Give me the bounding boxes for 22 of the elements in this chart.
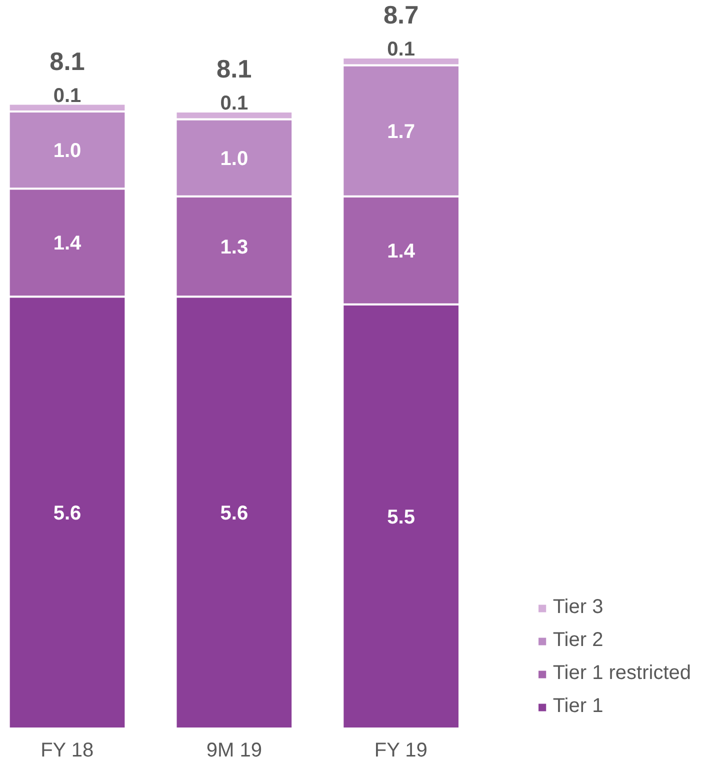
data-label: 1.4	[53, 232, 82, 255]
data-label: 5.6	[220, 502, 248, 525]
total-label: 8.7	[383, 2, 419, 30]
legend-label: Tier 1	[552, 695, 604, 718]
total-label: 8.1	[216, 56, 252, 84]
data-label: 1.0	[220, 148, 248, 170]
data-label: 1.7	[387, 120, 415, 143]
legend-label: Tier 1 restricted	[552, 662, 691, 685]
data-label: 0.1	[220, 92, 248, 115]
data-label: 1.0	[53, 140, 82, 162]
legend-label: Tier 3	[552, 596, 604, 619]
data-label: 0.1	[53, 84, 82, 107]
data-label: 1.4	[387, 240, 416, 262]
data-label: 0.1	[387, 38, 415, 61]
data-label: 5.5	[387, 506, 415, 528]
legend-label: Tier 2	[552, 629, 604, 652]
total-label: 8.1	[50, 48, 85, 76]
data-label: 1.3	[220, 236, 248, 258]
x-tick-label: 9M 19	[206, 740, 262, 762]
data-label: 5.6	[53, 502, 82, 525]
x-tick-label: FY 18	[40, 740, 94, 762]
x-tick-label: FY 19	[374, 740, 428, 762]
